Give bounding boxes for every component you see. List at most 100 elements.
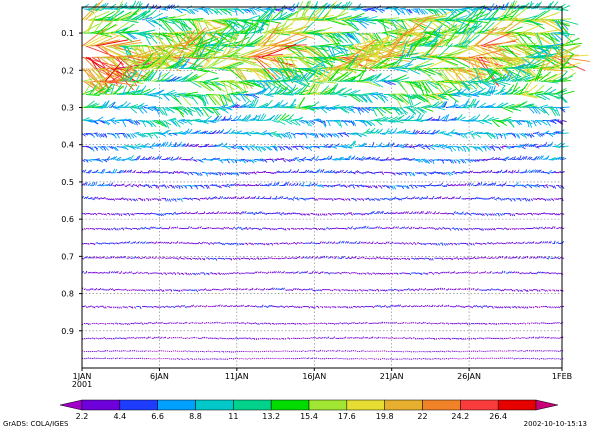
wind-vector xyxy=(476,78,489,82)
wind-vector xyxy=(540,144,546,148)
wind-vector xyxy=(126,156,132,160)
wind-vector xyxy=(211,94,222,107)
wind-vector xyxy=(178,29,196,58)
wind-vector xyxy=(242,183,246,187)
wind-vector xyxy=(551,107,559,116)
wind-vector xyxy=(201,241,204,244)
wind-vector xyxy=(536,169,540,173)
wind-vector xyxy=(472,146,478,151)
wind-vector xyxy=(236,226,240,229)
wind-vector xyxy=(265,14,273,34)
wind-vector xyxy=(122,213,126,216)
wind-vector xyxy=(99,133,103,138)
wind-vector xyxy=(188,211,191,214)
wind-vector xyxy=(120,213,123,217)
wind-vector xyxy=(207,120,215,124)
wind-vector xyxy=(406,8,412,14)
wind-vector xyxy=(329,213,332,216)
wind-vector xyxy=(248,130,255,134)
wind-vector xyxy=(331,159,337,161)
wind-vector xyxy=(116,156,122,160)
wind-vector xyxy=(424,243,427,246)
wind-vector xyxy=(211,56,241,61)
wind-vector xyxy=(395,172,399,175)
wind-vector xyxy=(188,159,192,161)
wind-vector xyxy=(219,195,222,199)
wind-vector xyxy=(519,227,522,230)
wind-vector xyxy=(163,256,166,259)
wind-vector xyxy=(143,198,146,202)
wind-vector xyxy=(459,213,463,215)
wind-vector xyxy=(195,211,199,214)
wind-vector xyxy=(333,157,339,161)
wind-vector xyxy=(139,170,143,173)
wind-vector xyxy=(418,107,427,113)
wind-vector xyxy=(244,94,252,97)
wind-vector xyxy=(410,146,416,149)
wind-vector xyxy=(488,183,492,186)
wind-vector xyxy=(482,170,486,173)
wind-vector xyxy=(470,170,474,173)
wind-vector xyxy=(172,45,198,60)
wind-vector xyxy=(511,6,530,21)
wind-vector xyxy=(395,37,411,58)
wind-vector xyxy=(265,242,268,246)
wind-vector xyxy=(257,114,261,121)
wind-vector xyxy=(106,228,110,231)
wind-vector xyxy=(534,67,542,82)
wind-vector xyxy=(383,116,393,121)
wind-vector xyxy=(468,170,472,173)
wind-vector xyxy=(554,256,557,259)
wind-vector xyxy=(476,131,483,134)
wind-vector xyxy=(497,85,506,95)
wind-vector xyxy=(114,198,118,200)
wind-vector xyxy=(325,3,331,10)
wind-vector xyxy=(300,146,305,150)
wind-vector xyxy=(441,47,465,58)
wind-vector xyxy=(145,184,150,187)
wind-vector xyxy=(509,146,515,149)
wind-vector xyxy=(253,146,260,152)
wind-vector xyxy=(143,241,146,244)
wind-vector xyxy=(509,120,515,128)
wind-vector xyxy=(114,42,143,47)
wind-vector xyxy=(337,183,341,186)
wind-vector xyxy=(449,103,458,108)
wind-vector xyxy=(114,183,118,186)
wind-vector xyxy=(387,80,396,86)
wind-vector xyxy=(358,107,365,113)
wind-vector xyxy=(283,171,287,174)
wind-vector xyxy=(377,142,383,147)
wind-vector xyxy=(232,183,236,186)
wind-vector xyxy=(176,198,180,201)
wind-vector xyxy=(331,83,339,95)
wind-vector xyxy=(195,31,208,47)
wind-vector xyxy=(304,45,322,58)
wind-vector xyxy=(397,172,401,176)
wind-vector xyxy=(143,45,166,53)
wind-vector xyxy=(255,171,259,173)
wind-vector xyxy=(172,241,175,244)
wind-vector xyxy=(226,226,230,229)
wind-vector xyxy=(190,226,193,229)
wind-vector xyxy=(418,81,425,96)
wind-vector xyxy=(544,48,562,69)
wind-vector xyxy=(292,170,296,173)
wind-vector xyxy=(317,228,321,231)
wind-vector xyxy=(130,52,150,69)
wind-vector xyxy=(420,8,426,15)
wind-vector xyxy=(559,94,568,103)
wind-vector xyxy=(95,227,98,230)
wind-vector xyxy=(167,91,177,95)
wind-vector xyxy=(159,198,162,202)
wind-vector xyxy=(244,210,247,214)
wind-vector xyxy=(385,128,390,134)
wind-vector xyxy=(447,172,451,176)
wind-vector xyxy=(174,198,177,202)
wind-vector xyxy=(225,158,230,161)
wind-vector xyxy=(283,94,294,96)
wind-vector xyxy=(93,243,96,246)
wind-vector xyxy=(343,19,359,31)
wind-vector xyxy=(168,141,172,147)
wind-vector xyxy=(271,32,300,47)
